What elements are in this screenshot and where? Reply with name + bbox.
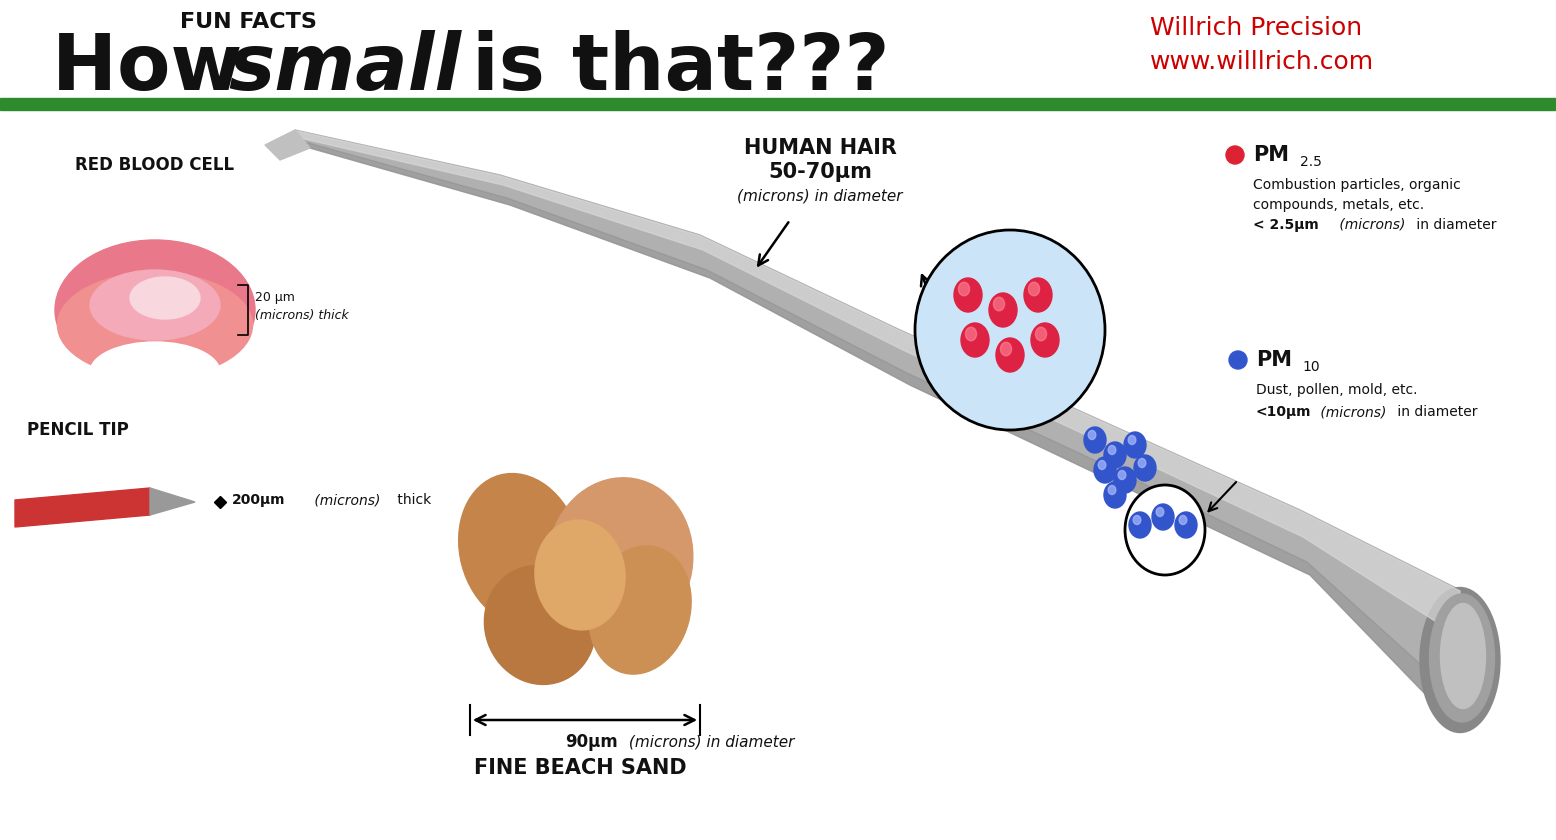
Ellipse shape: [1134, 455, 1156, 481]
Ellipse shape: [996, 338, 1024, 372]
Bar: [0, 98, 1556, 110]
Text: in diameter: in diameter: [1411, 218, 1497, 232]
Text: RED BLOOD CELL: RED BLOOD CELL: [75, 156, 235, 174]
Ellipse shape: [1108, 445, 1116, 454]
Text: PM: PM: [1256, 350, 1291, 370]
Polygon shape: [16, 488, 149, 527]
Ellipse shape: [915, 230, 1105, 430]
Ellipse shape: [1085, 427, 1106, 453]
Text: < 2.5μm: < 2.5μm: [1253, 218, 1319, 232]
Text: (microns): (microns): [1316, 405, 1386, 419]
Text: Willrich Precision: Willrich Precision: [1150, 16, 1362, 40]
Text: www.willlrich.com: www.willlrich.com: [1150, 50, 1374, 74]
Ellipse shape: [588, 546, 691, 675]
Ellipse shape: [548, 478, 692, 643]
Ellipse shape: [90, 270, 219, 340]
Ellipse shape: [1137, 459, 1145, 468]
Polygon shape: [296, 130, 1460, 730]
Text: (microns) thick: (microns) thick: [255, 308, 349, 322]
Polygon shape: [265, 130, 310, 160]
Ellipse shape: [965, 328, 977, 341]
Ellipse shape: [1151, 504, 1173, 530]
Text: FUN FACTS: FUN FACTS: [179, 12, 316, 32]
Ellipse shape: [1114, 467, 1136, 493]
Text: 200μm: 200μm: [232, 493, 285, 507]
Text: How: How: [51, 30, 269, 106]
Ellipse shape: [1035, 328, 1047, 341]
Ellipse shape: [1128, 435, 1136, 444]
Ellipse shape: [1156, 507, 1164, 517]
Text: HUMAN HAIR: HUMAN HAIR: [744, 138, 896, 158]
Polygon shape: [296, 131, 1460, 637]
Text: 10: 10: [1302, 360, 1319, 374]
Text: in diameter: in diameter: [1393, 405, 1478, 419]
Ellipse shape: [484, 565, 596, 685]
Text: compounds, metals, etc.: compounds, metals, etc.: [1253, 198, 1424, 212]
Ellipse shape: [990, 293, 1018, 327]
Ellipse shape: [1175, 512, 1197, 538]
Text: Combustion particles, organic: Combustion particles, organic: [1253, 178, 1461, 192]
Ellipse shape: [1029, 282, 1039, 296]
Ellipse shape: [1105, 442, 1127, 468]
Ellipse shape: [1119, 470, 1127, 480]
Text: 2.5: 2.5: [1299, 155, 1323, 169]
Ellipse shape: [1133, 516, 1141, 524]
Ellipse shape: [1032, 323, 1060, 357]
Text: Side view: Side view: [124, 379, 185, 391]
Ellipse shape: [459, 474, 582, 627]
Ellipse shape: [993, 297, 1005, 311]
Ellipse shape: [1108, 486, 1116, 495]
Circle shape: [1229, 351, 1246, 369]
Polygon shape: [305, 142, 1460, 730]
Ellipse shape: [1125, 485, 1204, 575]
Ellipse shape: [54, 240, 255, 380]
Ellipse shape: [1179, 516, 1187, 524]
Text: PENCIL TIP: PENCIL TIP: [26, 421, 129, 439]
Ellipse shape: [1105, 482, 1127, 508]
Ellipse shape: [1421, 587, 1500, 732]
Text: PM: PM: [1253, 145, 1288, 165]
Ellipse shape: [1441, 603, 1486, 708]
Ellipse shape: [58, 272, 252, 377]
Text: <10μm: <10μm: [1256, 405, 1312, 419]
Ellipse shape: [1130, 512, 1151, 538]
Ellipse shape: [90, 342, 219, 402]
Text: (microns): (microns): [310, 493, 380, 507]
Text: is that???: is that???: [445, 30, 890, 106]
Text: FINE BEACH SAND: FINE BEACH SAND: [473, 758, 686, 778]
Text: 50-70μm: 50-70μm: [769, 162, 871, 182]
Ellipse shape: [1088, 430, 1095, 439]
Ellipse shape: [1001, 342, 1011, 356]
Ellipse shape: [1430, 594, 1494, 722]
Polygon shape: [149, 488, 194, 515]
Ellipse shape: [1099, 460, 1106, 470]
Ellipse shape: [1094, 457, 1116, 483]
Ellipse shape: [958, 282, 969, 296]
Text: thick: thick: [394, 493, 431, 507]
Text: (microns): (microns): [1335, 218, 1405, 232]
Ellipse shape: [962, 323, 990, 357]
Circle shape: [1226, 146, 1243, 164]
Ellipse shape: [131, 277, 201, 319]
Text: (microns) in diameter: (microns) in diameter: [624, 734, 795, 749]
Ellipse shape: [535, 520, 626, 630]
Text: (microns) in diameter: (microns) in diameter: [738, 188, 902, 203]
Ellipse shape: [1024, 278, 1052, 312]
Text: 20 μm: 20 μm: [255, 291, 296, 303]
Ellipse shape: [954, 278, 982, 312]
Text: 90μm: 90μm: [565, 733, 618, 751]
Text: small: small: [229, 30, 461, 106]
Text: Dust, pollen, mold, etc.: Dust, pollen, mold, etc.: [1256, 383, 1418, 397]
Ellipse shape: [1123, 432, 1147, 458]
